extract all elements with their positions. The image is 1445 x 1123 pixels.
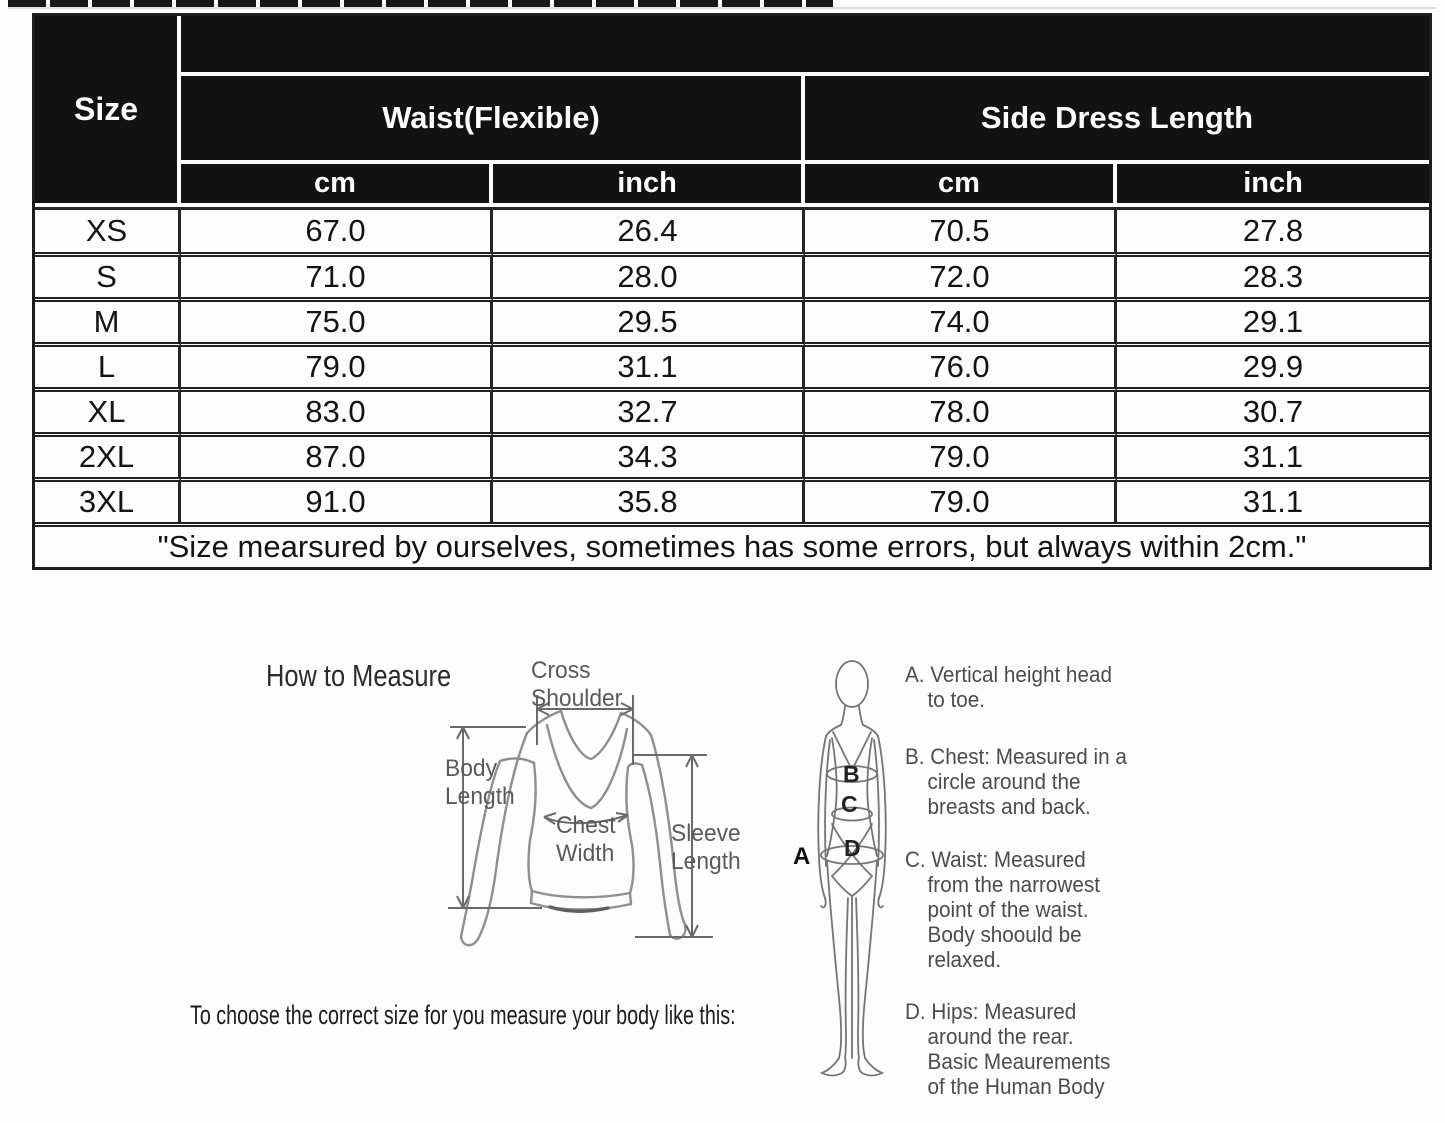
- size-value: 2XL: [35, 432, 181, 477]
- size-value: M: [35, 297, 181, 342]
- description-chest: B. Chest: Measured in a circle around th…: [905, 744, 1127, 819]
- length-cm-value: 74.0: [805, 297, 1117, 342]
- waist-cm-header: cm: [181, 164, 493, 207]
- waist-inch-header: inch: [493, 164, 805, 207]
- description-hips: D. Hips: Measured around the rear. Basic…: [905, 999, 1111, 1099]
- size-value: S: [35, 252, 181, 297]
- table-row-3xl: 3XL 91.0 35.8 79.0 31.1: [35, 477, 1429, 522]
- length-cm-value: 76.0: [805, 342, 1117, 387]
- figure-letter-c: C: [841, 791, 858, 817]
- length-inch-header: inch: [1117, 164, 1429, 207]
- waist-inch-value: 26.4: [493, 207, 805, 252]
- figure-letter-a: A: [793, 843, 811, 870]
- table-row-xs: XS 67.0 26.4 70.5 27.8: [35, 207, 1429, 252]
- empty-header-cell: [181, 16, 1429, 76]
- size-value: L: [35, 342, 181, 387]
- waist-cm-value: 87.0: [181, 432, 493, 477]
- waist-cm-value: 91.0: [181, 477, 493, 522]
- waist-inch-value: 29.5: [493, 297, 805, 342]
- description-waist: C. Waist: Measured from the narrowest po…: [905, 847, 1100, 972]
- length-inch-value: 28.3: [1117, 252, 1429, 297]
- size-column-header: Size: [35, 16, 181, 207]
- length-inch-value: 29.1: [1117, 297, 1429, 342]
- body-figure-icon: [817, 660, 887, 1077]
- length-cm-value: 78.0: [805, 387, 1117, 432]
- how-to-measure-title: How to Measure: [266, 658, 452, 693]
- length-inch-value: 31.1: [1117, 477, 1429, 522]
- waist-cm-value: 79.0: [181, 342, 493, 387]
- description-height: A. Vertical height head to toe.: [905, 662, 1112, 712]
- waist-group-header: Waist(Flexible): [181, 76, 805, 164]
- chest-width-label: Chest Width: [556, 812, 616, 867]
- size-chart-table: Size Waist(Flexible) Side Dress Length c…: [32, 13, 1432, 570]
- waist-cm-value: 75.0: [181, 297, 493, 342]
- waist-inch-value: 28.0: [493, 252, 805, 297]
- waist-inch-value: 31.1: [493, 342, 805, 387]
- length-inch-value: 31.1: [1117, 432, 1429, 477]
- length-cm-value: 72.0: [805, 252, 1117, 297]
- body-length-label: Body Length: [445, 755, 515, 810]
- size-value: 3XL: [35, 477, 181, 522]
- figure-letter-d: D: [844, 835, 861, 861]
- side-dress-length-header: Side Dress Length: [805, 76, 1429, 164]
- waist-cm-value: 71.0: [181, 252, 493, 297]
- header-empty-row: Size: [35, 16, 1429, 207]
- header-group-row: Waist(Flexible) Side Dress Length: [35, 76, 1429, 164]
- length-cm-header: cm: [805, 164, 1117, 207]
- sleeve-length-label: Sleeve Length: [671, 820, 741, 875]
- top-border-strip: [8, 0, 833, 7]
- figure-letter-b: B: [843, 761, 860, 787]
- length-inch-value: 29.9: [1117, 342, 1429, 387]
- waist-cm-value: 67.0: [181, 207, 493, 252]
- length-inch-value: 27.8: [1117, 207, 1429, 252]
- table-row-s: S 71.0 28.0 72.0 28.3: [35, 252, 1429, 297]
- header-units-row: cm inch cm inch: [35, 164, 1429, 207]
- table-row-xl: XL 83.0 32.7 78.0 30.7: [35, 387, 1429, 432]
- length-inch-value: 30.7: [1117, 387, 1429, 432]
- length-cm-value: 79.0: [805, 477, 1117, 522]
- waist-cm-value: 83.0: [181, 387, 493, 432]
- length-cm-value: 79.0: [805, 432, 1117, 477]
- table-row-l: L 79.0 31.1 76.0 29.9: [35, 342, 1429, 387]
- top-divider-line: [8, 7, 1436, 9]
- size-value: XS: [35, 207, 181, 252]
- table-row-2xl: 2XL 87.0 34.3 79.0 31.1: [35, 432, 1429, 477]
- waist-inch-value: 35.8: [493, 477, 805, 522]
- measure-instruction-text: To choose the correct size for you measu…: [190, 1000, 736, 1030]
- table-note-row: "Size mearsured by ourselves, sometimes …: [35, 522, 1429, 567]
- shirt-diagram-icon: [448, 695, 713, 947]
- waist-inch-value: 34.3: [493, 432, 805, 477]
- size-note-text: "Size mearsured by ourselves, sometimes …: [35, 522, 1429, 567]
- waist-inch-value: 32.7: [493, 387, 805, 432]
- table-row-m: M 75.0 29.5 74.0 29.1: [35, 297, 1429, 342]
- length-cm-value: 70.5: [805, 207, 1117, 252]
- cross-shoulder-label: Cross Shoulder: [531, 657, 623, 712]
- size-value: XL: [35, 387, 181, 432]
